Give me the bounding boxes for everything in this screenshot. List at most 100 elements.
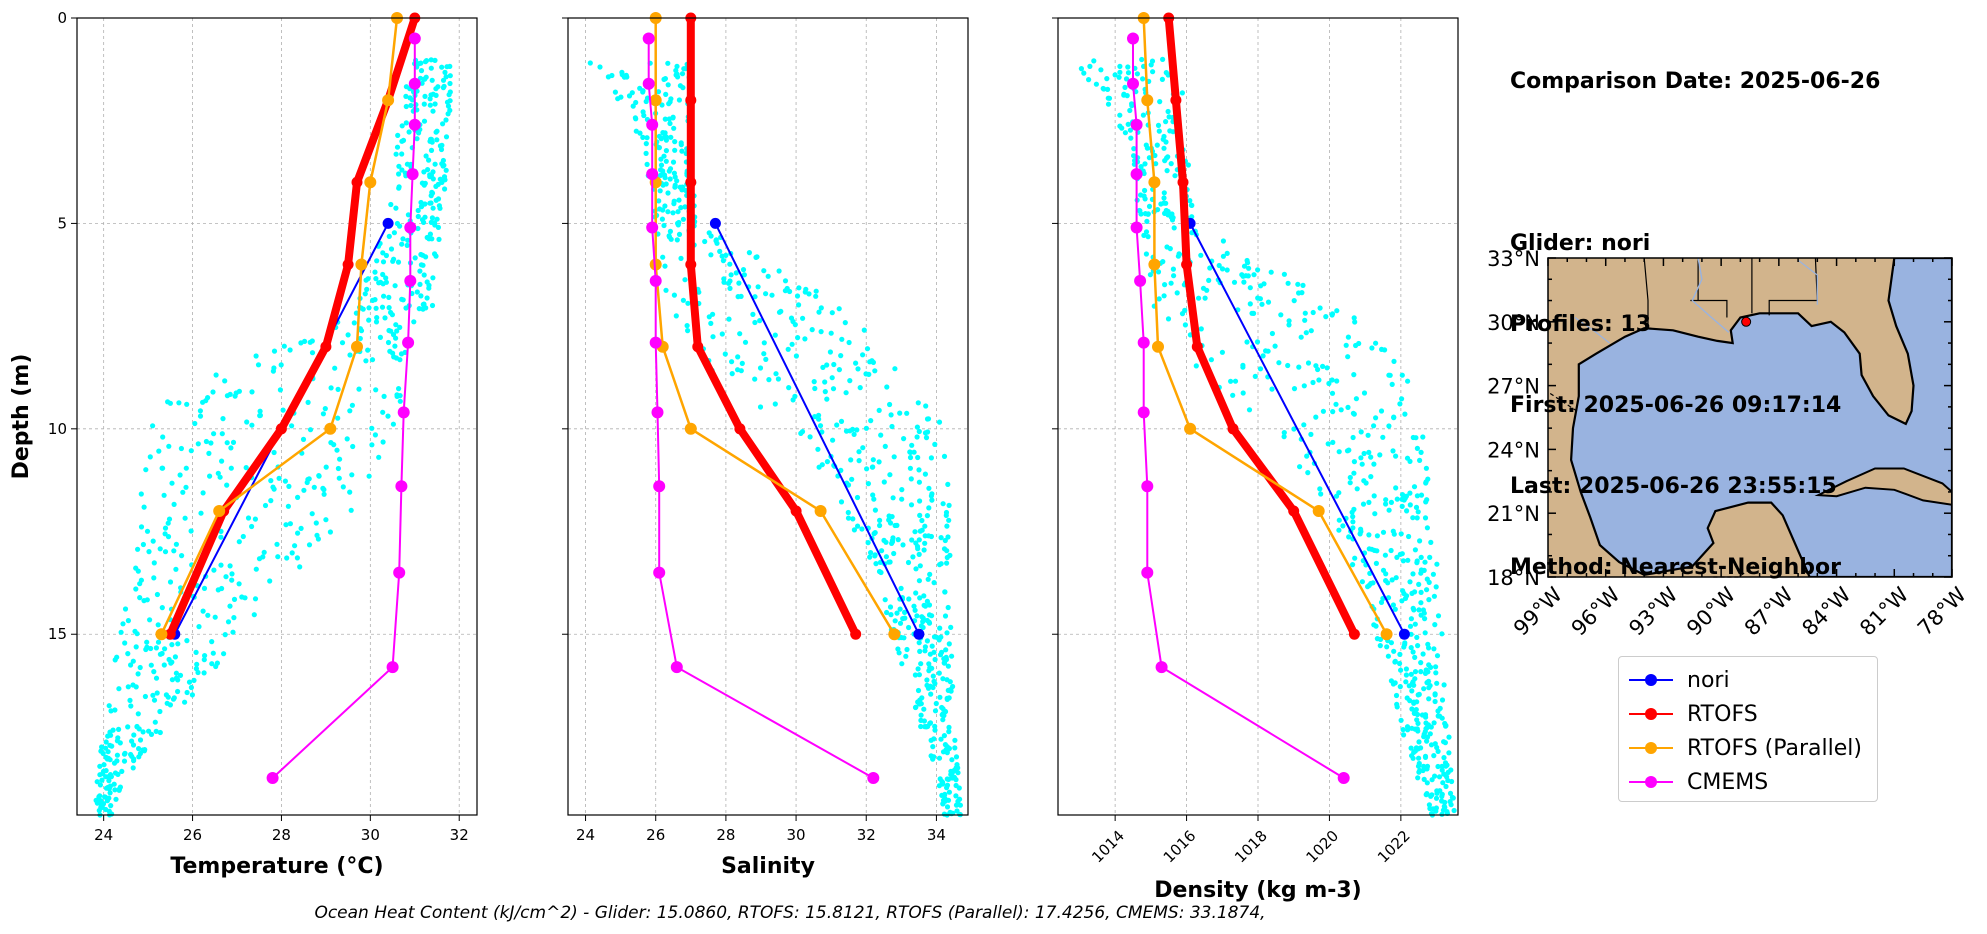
glider-scatter-point — [1418, 589, 1424, 596]
glider-scatter-point — [863, 425, 870, 431]
legend-swatch — [1629, 674, 1673, 686]
glider-scatter-point — [1451, 807, 1457, 814]
glider-scatter-point — [660, 168, 666, 174]
series-point — [266, 772, 279, 784]
glider-scatter-point — [720, 258, 727, 264]
glider-scatter-point — [1377, 643, 1383, 649]
glider-scatter-point — [1216, 262, 1222, 269]
glider-scatter-point — [1318, 491, 1324, 497]
glider-scatter-point — [674, 63, 680, 69]
glider-scatter-point — [165, 534, 172, 540]
glider-scatter-point — [926, 612, 933, 618]
glider-scatter-point — [243, 465, 249, 471]
series-point — [1141, 94, 1154, 107]
glider-scatter-point — [1155, 269, 1162, 275]
glider-scatter-point — [429, 302, 436, 309]
glider-scatter-point — [1439, 791, 1445, 797]
glider-scatter-point — [931, 754, 937, 760]
glider-scatter-point — [388, 201, 394, 208]
glider-scatter-point — [381, 393, 387, 399]
glider-scatter-point — [1131, 146, 1137, 152]
glider-scatter-point — [1394, 704, 1400, 710]
glider-scatter-point — [663, 137, 670, 143]
glider-scatter-point — [1252, 373, 1258, 379]
glider-scatter-point — [888, 412, 894, 418]
series-point — [1148, 176, 1161, 189]
glider-scatter-point — [271, 348, 278, 354]
glider-scatter-point — [1422, 754, 1429, 761]
glider-scatter-point — [1443, 723, 1449, 729]
glider-scatter-point — [437, 205, 443, 211]
glider-scatter-point — [117, 740, 123, 746]
glider-scatter-point — [845, 515, 852, 521]
glider-scatter-point — [1329, 390, 1336, 396]
glider-scatter-point — [427, 102, 433, 108]
glider-scatter-point — [1167, 128, 1173, 134]
glider-scatter-point — [1365, 432, 1371, 438]
glider-scatter-point — [867, 554, 873, 560]
glider-scatter-point — [1101, 86, 1107, 92]
glider-scatter-point — [373, 319, 380, 325]
glider-scatter-point — [1423, 479, 1429, 485]
glider-scatter-point — [404, 161, 410, 167]
glider-scatter-point — [1420, 651, 1426, 657]
x-tick-label: 26 — [646, 826, 665, 844]
glider-scatter-point — [1416, 769, 1422, 775]
glider-scatter-point — [917, 648, 923, 655]
glider-scatter-point — [1414, 558, 1420, 564]
glider-scatter-point — [1410, 434, 1416, 441]
glider-scatter-point — [1272, 343, 1278, 349]
glider-scatter-point — [854, 494, 861, 501]
glider-scatter-point — [388, 309, 394, 316]
glider-scatter-point — [1433, 808, 1439, 814]
glider-scatter-point — [1373, 560, 1379, 567]
glider-scatter-point — [396, 163, 402, 169]
glider-scatter-point — [1388, 678, 1394, 684]
series-point — [1348, 628, 1360, 640]
glider-scatter-point — [918, 623, 925, 629]
glider-scatter-point — [399, 151, 405, 157]
glider-scatter-point — [831, 361, 837, 368]
glider-scatter-point — [1106, 95, 1113, 101]
series-point — [1134, 274, 1147, 287]
glider-scatter-point — [232, 393, 238, 399]
series-point — [1148, 258, 1161, 271]
glider-scatter-point — [382, 315, 388, 321]
glider-scatter-point — [752, 319, 758, 326]
series-point — [651, 406, 664, 419]
glider-scatter-point — [253, 353, 259, 359]
glider-scatter-point — [1394, 554, 1400, 561]
glider-scatter-point — [827, 349, 834, 355]
glider-scatter-point — [96, 794, 102, 800]
glider-scatter-point — [1418, 492, 1425, 498]
glider-scatter-point — [385, 413, 391, 419]
glider-scatter-point — [597, 64, 603, 70]
glider-scatter-point — [412, 255, 418, 261]
glider-scatter-point — [210, 389, 216, 395]
series-point — [692, 341, 704, 353]
glider-scatter-point — [188, 528, 194, 534]
glider-scatter-point — [1432, 622, 1438, 628]
glider-scatter-point — [1408, 645, 1414, 651]
glider-scatter-point — [305, 399, 311, 405]
glider-scatter-point — [828, 330, 834, 336]
glider-scatter-point — [1403, 672, 1409, 678]
glider-scatter-point — [1433, 795, 1440, 801]
glider-scatter-point — [262, 502, 269, 509]
glider-scatter-point — [1383, 501, 1389, 507]
glider-scatter-point — [383, 275, 389, 281]
glider-scatter-point — [1418, 449, 1424, 455]
glider-scatter-point — [896, 650, 902, 656]
glider-scatter-point — [1408, 616, 1414, 622]
glider-scatter-point — [870, 492, 876, 498]
glider-scatter-point — [1409, 725, 1415, 731]
glider-scatter-point — [1134, 71, 1140, 77]
glider-scatter-point — [942, 791, 948, 798]
glider-scatter-point — [956, 785, 962, 791]
glider-scatter-point — [856, 449, 862, 455]
glider-scatter-point — [919, 695, 925, 701]
glider-scatter-point — [219, 585, 225, 592]
glider-scatter-point — [201, 585, 208, 592]
glider-scatter-point — [447, 89, 453, 95]
glider-scatter-point — [925, 429, 931, 435]
